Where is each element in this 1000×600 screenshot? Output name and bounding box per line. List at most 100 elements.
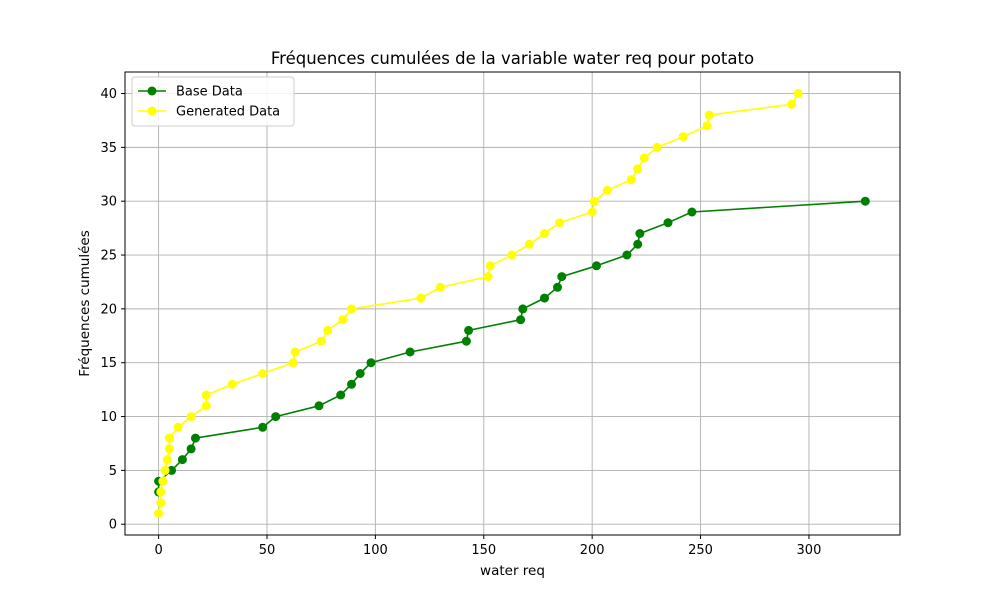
data-point-generated-data [633,164,643,174]
data-point-generated-data [524,239,534,249]
series-base-data [154,196,870,497]
data-point-base-data [167,465,177,475]
data-point-generated-data [702,121,712,131]
y-tick-label: 15 [100,356,117,371]
series-line-base-data [157,200,866,492]
data-point-generated-data [158,476,168,486]
data-point-base-data [355,369,365,378]
axis-ticks: 0 50 100 150 200 250 300 0 5 10 15 20 25 30 35 40 [100,87,821,558]
data-point-generated-data [678,132,688,142]
legend-box [131,76,295,127]
data-point-base-data [663,218,673,228]
plot-series [154,89,870,518]
data-point-base-data [592,261,601,271]
x-tick-label: 150 [471,543,496,558]
data-point-generated-data [288,358,298,368]
y-tick-label: 35 [100,141,117,156]
data-point-generated-data [507,250,517,260]
data-point-generated-data [338,315,348,325]
data-point-generated-data [787,99,797,109]
legend-marker-generated-data [147,106,157,116]
y-tick-label: 20 [100,302,117,317]
legend-label-base-data: Base Data [176,85,243,100]
data-point-generated-data [156,487,166,497]
data-point-generated-data [483,272,493,282]
data-point-base-data [177,455,187,465]
data-point-generated-data [156,498,166,508]
data-point-generated-data [416,293,426,303]
y-tick-label: 40 [100,87,117,102]
legend-label-generated-data: Generated Data [176,105,280,120]
data-point-generated-data [555,218,565,228]
data-point-base-data [461,336,471,346]
data-point-base-data [860,196,870,206]
data-point-base-data [633,239,643,249]
data-point-base-data [271,412,281,422]
data-point-generated-data [793,89,803,98]
x-tick-label: 250 [688,543,713,558]
data-point-generated-data [602,185,612,195]
data-point-generated-data [201,390,211,400]
data-point-base-data [540,293,549,303]
data-point-generated-data [347,304,356,314]
data-point-generated-data [626,175,636,185]
data-point-base-data [336,390,346,400]
data-point-generated-data [316,336,326,346]
data-point-base-data [518,304,528,314]
y-axis-label: Fréquences cumulées [77,230,93,376]
data-point-generated-data [154,509,164,518]
y-tick-label: 25 [100,249,117,264]
data-point-generated-data [162,455,172,465]
data-point-base-data [314,401,324,411]
data-point-base-data [464,325,474,335]
data-point-base-data [622,250,632,260]
series-line-generated-data [157,93,799,514]
data-point-generated-data [160,465,170,475]
data-point-generated-data [589,196,599,206]
legend-marker-base-data [147,86,157,96]
data-point-base-data [258,422,268,432]
data-point-generated-data [587,207,597,217]
x-tick-label: 0 [154,543,162,558]
x-tick-label: 50 [259,543,276,558]
data-point-generated-data [323,325,333,335]
data-point-base-data [553,282,562,292]
y-tick-label: 0 [109,518,117,533]
data-point-generated-data [485,261,495,271]
data-point-base-data [347,379,356,389]
chart-title: Fréquences cumulées de la variable water… [271,49,754,68]
data-point-generated-data [173,422,183,432]
data-point-base-data [405,347,415,357]
x-axis-label: water req [480,563,545,579]
grid [125,72,900,535]
data-point-base-data [366,358,376,368]
x-tick-label: 100 [363,543,388,558]
data-point-generated-data [164,444,174,454]
y-tick-label: 5 [109,464,117,479]
data-point-base-data [191,433,200,443]
legend: Base Data Generated Data [131,76,295,127]
data-point-generated-data [201,401,211,411]
data-point-base-data [516,315,526,325]
data-point-generated-data [227,379,237,389]
plot-frame [124,71,901,536]
data-point-generated-data [258,369,268,378]
data-point-generated-data [435,282,445,292]
data-point-base-data [186,444,196,454]
data-point-generated-data [290,347,300,357]
data-point-base-data [635,229,645,238]
data-point-base-data [557,272,567,282]
data-point-generated-data [540,229,549,238]
data-point-generated-data [186,412,196,422]
series-generated-data [154,89,803,518]
data-point-generated-data [639,153,649,163]
x-tick-label: 200 [580,543,605,558]
x-tick-label: 300 [797,543,822,558]
data-point-generated-data [164,433,174,443]
y-tick-label: 30 [100,195,117,210]
data-point-generated-data [704,110,714,120]
y-tick-label: 10 [100,410,117,425]
data-point-base-data [687,207,697,217]
data-point-generated-data [652,142,662,152]
